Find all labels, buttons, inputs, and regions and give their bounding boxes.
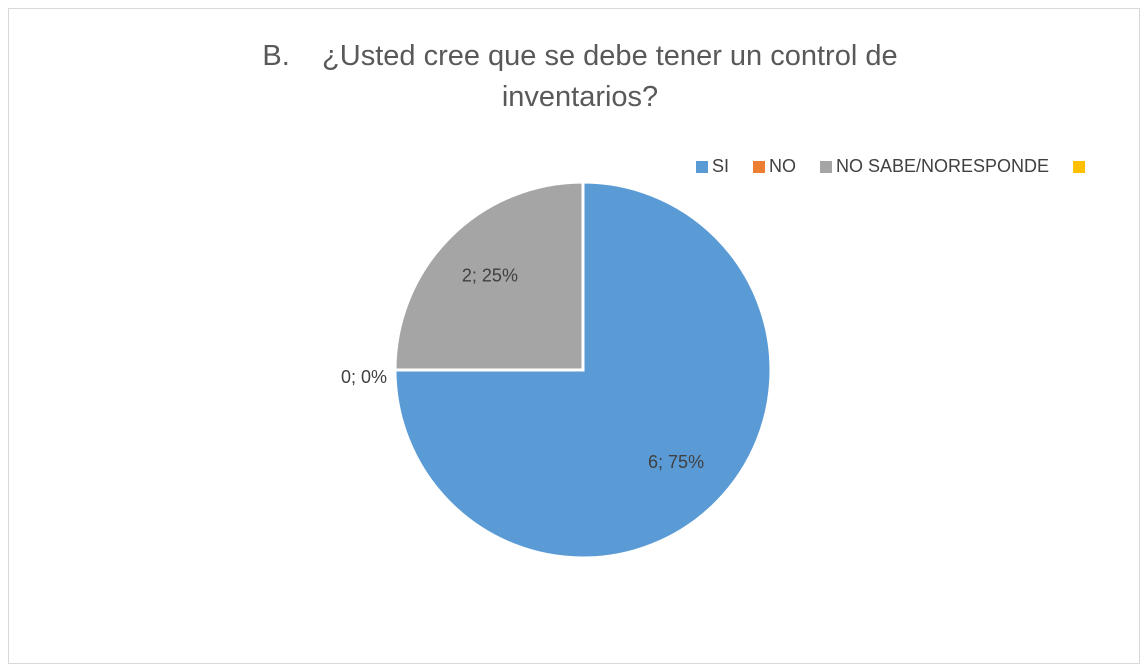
legend-swatch: [753, 161, 766, 173]
data-label: 6; 75%: [648, 452, 704, 472]
legend-label: NO: [769, 156, 796, 176]
legend-swatch: [1073, 161, 1086, 173]
chart-title: B. ¿Usted cree que se debe tener un cont…: [262, 40, 906, 113]
legend-swatch: [820, 161, 833, 173]
pie-slice: [393, 180, 585, 372]
legend-swatch: [696, 161, 708, 173]
data-label: 0; 0%: [341, 367, 387, 387]
legend-label: NO SABE/NORESPONDE: [836, 156, 1049, 176]
legend-label: SI: [712, 156, 729, 176]
data-label: 2; 25%: [462, 266, 518, 286]
